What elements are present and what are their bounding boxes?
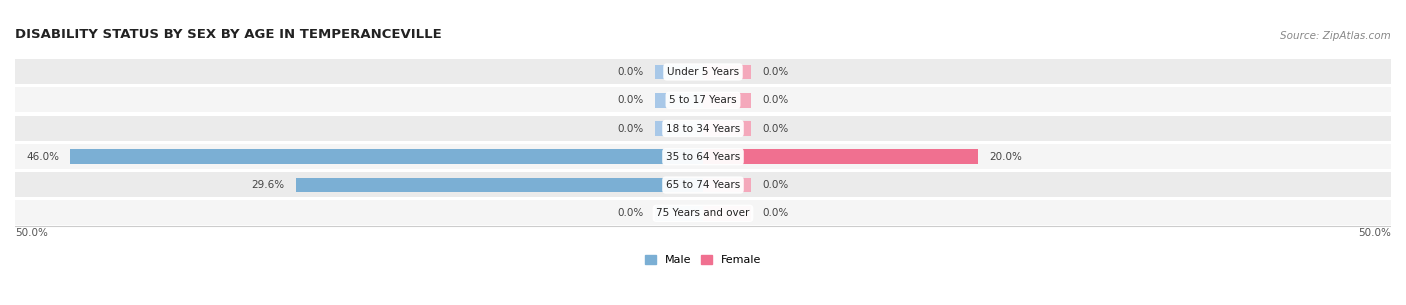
Bar	[295, 178, 703, 192]
Text: 18 to 34 Years: 18 to 34 Years	[666, 124, 740, 134]
Text: 0.0%: 0.0%	[762, 208, 789, 218]
Bar	[703, 206, 751, 221]
Text: 0.0%: 0.0%	[617, 208, 644, 218]
Bar	[15, 172, 1391, 198]
Text: 0.0%: 0.0%	[762, 95, 789, 105]
Bar	[655, 206, 703, 221]
Text: DISABILITY STATUS BY SEX BY AGE IN TEMPERANCEVILLE: DISABILITY STATUS BY SEX BY AGE IN TEMPE…	[15, 28, 441, 41]
Bar	[655, 65, 703, 79]
Text: Source: ZipAtlas.com: Source: ZipAtlas.com	[1281, 31, 1391, 41]
Bar	[15, 116, 1391, 142]
Bar	[655, 121, 703, 136]
Bar	[15, 200, 1391, 226]
Text: Under 5 Years: Under 5 Years	[666, 67, 740, 77]
Bar	[703, 65, 751, 79]
Text: 75 Years and over: 75 Years and over	[657, 208, 749, 218]
Bar	[703, 93, 751, 108]
Bar	[703, 121, 751, 136]
Text: 46.0%: 46.0%	[27, 152, 59, 162]
Bar	[15, 144, 1391, 170]
Bar	[655, 93, 703, 108]
Text: 35 to 64 Years: 35 to 64 Years	[666, 152, 740, 162]
Legend: Male, Female: Male, Female	[645, 255, 761, 265]
Text: 5 to 17 Years: 5 to 17 Years	[669, 95, 737, 105]
Text: 0.0%: 0.0%	[762, 180, 789, 190]
Bar	[703, 149, 979, 164]
Text: 50.0%: 50.0%	[15, 228, 48, 238]
Text: 50.0%: 50.0%	[1358, 228, 1391, 238]
Text: 20.0%: 20.0%	[990, 152, 1022, 162]
Text: 29.6%: 29.6%	[252, 180, 284, 190]
Bar	[15, 87, 1391, 113]
Text: 0.0%: 0.0%	[617, 67, 644, 77]
Text: 0.0%: 0.0%	[762, 124, 789, 134]
Bar	[70, 149, 703, 164]
Bar	[15, 59, 1391, 85]
Bar	[703, 178, 751, 192]
Text: 0.0%: 0.0%	[762, 67, 789, 77]
Text: 0.0%: 0.0%	[617, 124, 644, 134]
Text: 0.0%: 0.0%	[617, 95, 644, 105]
Text: 65 to 74 Years: 65 to 74 Years	[666, 180, 740, 190]
